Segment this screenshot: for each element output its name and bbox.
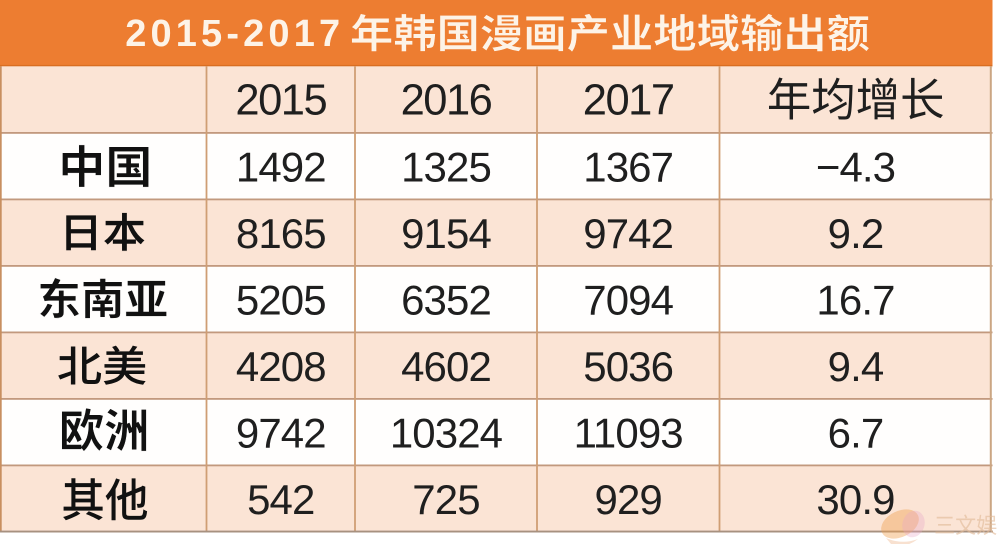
- svg-text:5036: 5036: [583, 343, 673, 390]
- svg-text:725: 725: [412, 476, 479, 523]
- svg-text:1325: 1325: [401, 143, 491, 190]
- svg-text:9742: 9742: [236, 409, 326, 456]
- svg-text:9742: 9742: [583, 210, 673, 257]
- svg-text:8165: 8165: [236, 210, 326, 257]
- svg-text:30.9: 30.9: [816, 476, 894, 523]
- svg-text:−4.3: −4.3: [816, 143, 895, 190]
- svg-text:929: 929: [595, 476, 662, 523]
- svg-text:16.7: 16.7: [816, 276, 894, 323]
- svg-text:10324: 10324: [390, 409, 503, 456]
- svg-text:1492: 1492: [236, 143, 326, 190]
- svg-text:7094: 7094: [583, 276, 673, 323]
- svg-text:2016: 2016: [401, 76, 492, 124]
- svg-text:2015: 2015: [235, 76, 326, 124]
- svg-text:4602: 4602: [401, 343, 491, 390]
- svg-text:9.2: 9.2: [828, 210, 884, 257]
- svg-text:1367: 1367: [583, 143, 673, 190]
- svg-text:4208: 4208: [236, 343, 326, 390]
- svg-text:6352: 6352: [401, 276, 491, 323]
- svg-text:11093: 11093: [574, 409, 683, 456]
- svg-text:5205: 5205: [236, 276, 326, 323]
- svg-text:2017: 2017: [583, 76, 674, 124]
- svg-text:2015-2017: 2015-2017: [125, 13, 344, 55]
- svg-text:9.4: 9.4: [828, 343, 884, 390]
- svg-text:9154: 9154: [401, 210, 491, 257]
- svg-text:6.7: 6.7: [828, 409, 884, 456]
- svg-text:542: 542: [247, 476, 314, 523]
